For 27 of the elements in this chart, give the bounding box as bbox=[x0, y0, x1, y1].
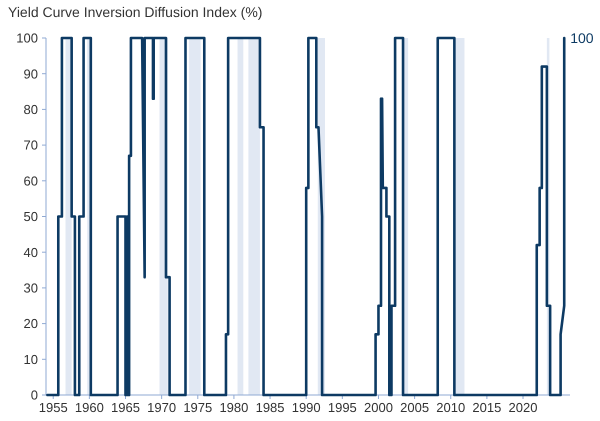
x-tick-label: 1970 bbox=[147, 400, 176, 415]
x-tick-label: 1985 bbox=[256, 400, 285, 415]
y-tick-label: 0 bbox=[30, 388, 38, 403]
x-tick-label: 1965 bbox=[111, 400, 140, 415]
x-tick-label: 2015 bbox=[472, 400, 502, 415]
x-tick-label: 2005 bbox=[400, 400, 430, 415]
y-tick-label: 90 bbox=[24, 66, 38, 82]
annotation: 100 bbox=[570, 30, 594, 46]
x-tick-label: 2010 bbox=[436, 400, 466, 415]
x-tick-label: 1995 bbox=[328, 400, 357, 415]
y-tick-label: 70 bbox=[24, 138, 38, 153]
y-tick-label: 60 bbox=[24, 173, 38, 188]
y-tick-label: 20 bbox=[24, 316, 38, 332]
x-tick-label: 1980 bbox=[219, 400, 248, 415]
chart-title: Yield Curve Inversion Diffusion Index (%) bbox=[8, 4, 262, 20]
x-tick-label: 2020 bbox=[508, 400, 538, 415]
x-tick-label: 1960 bbox=[74, 400, 104, 415]
x-tick-label: 1955 bbox=[38, 400, 68, 415]
y-tick-label: 30 bbox=[24, 280, 38, 296]
y-tick-label: 100 bbox=[16, 30, 38, 46]
x-tick-label: 1990 bbox=[292, 400, 321, 415]
y-tick-label: 10 bbox=[24, 352, 38, 367]
x-tick-label: 1975 bbox=[183, 400, 212, 415]
y-tick-label: 40 bbox=[24, 244, 38, 260]
y-tick-label: 80 bbox=[24, 102, 38, 117]
x-tick-label: 2000 bbox=[364, 400, 393, 415]
y-tick-label: 50 bbox=[24, 209, 38, 224]
